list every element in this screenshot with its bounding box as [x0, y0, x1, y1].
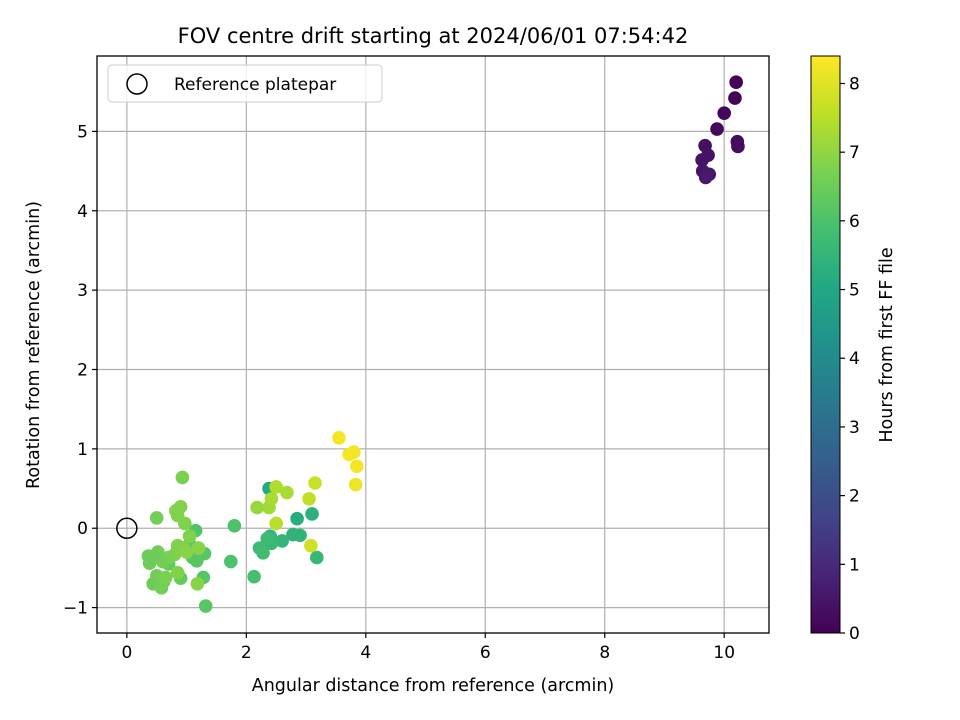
- data-point: [178, 516, 192, 531]
- data-point: [264, 492, 279, 506]
- colorbar-tick-label: 4: [849, 349, 860, 369]
- x-tick-label: 2: [241, 643, 252, 663]
- data-point: [710, 122, 724, 136]
- colorbar-tick-label: 3: [849, 418, 860, 438]
- x-axis-ticks: 0 2 4 6 8 10: [121, 633, 735, 663]
- data-point: [182, 529, 197, 543]
- data-point: [158, 570, 173, 585]
- data-point: [179, 545, 194, 559]
- data-point: [142, 556, 157, 570]
- data-point: [290, 511, 304, 526]
- colorbar-ticks: 0 1 2 3 4 5 6 7 8: [840, 74, 860, 644]
- y-tick-label: 2: [77, 361, 88, 381]
- data-point: [149, 511, 164, 525]
- data-point: [175, 470, 190, 485]
- colorbar-gradient: [810, 55, 841, 634]
- data-point: [275, 534, 289, 548]
- chart-title: FOV centre drift starting at 2024/06/01 …: [178, 24, 689, 48]
- data-point: [717, 106, 731, 120]
- data-point: [250, 500, 264, 515]
- colorbar-tick-label: 6: [849, 212, 860, 232]
- data-point: [224, 554, 238, 569]
- data-point: [269, 480, 284, 494]
- colorbar-tick-label: 5: [849, 281, 860, 301]
- data-point: [269, 516, 284, 531]
- y-tick-label: 3: [77, 281, 88, 301]
- legend-reference-marker: [126, 73, 148, 95]
- data-point: [154, 580, 169, 595]
- legend: Reference platepar: [107, 64, 383, 103]
- data-point: [260, 531, 275, 546]
- data-point: [332, 430, 346, 445]
- data-point: [695, 153, 709, 167]
- data-point: [256, 546, 270, 560]
- legend-label-reference: Reference platepar: [174, 75, 336, 95]
- data-point: [227, 519, 242, 533]
- y-tick-label: 5: [77, 122, 88, 142]
- data-point: [170, 565, 185, 580]
- legend-box: [107, 64, 383, 103]
- colorbar-tick-label: 0: [849, 624, 860, 644]
- colorbar-label: Hours from first FF file: [877, 247, 897, 442]
- grid: [97, 56, 769, 633]
- data-point: [280, 485, 294, 500]
- colorbar-tick-label: 8: [849, 74, 860, 94]
- data-point: [304, 538, 318, 553]
- scatter-points: [141, 75, 745, 613]
- data-point: [190, 576, 205, 591]
- x-tick-label: 10: [713, 643, 735, 663]
- reference-platepar-marker: [116, 517, 138, 539]
- data-point: [310, 550, 324, 565]
- colorbar-tick-label: 1: [849, 555, 860, 575]
- data-point: [348, 477, 363, 492]
- x-tick-label: 0: [121, 643, 132, 663]
- data-point: [247, 569, 261, 584]
- data-point: [731, 139, 745, 154]
- data-point: [308, 476, 322, 490]
- y-tick-label: 0: [77, 519, 88, 539]
- data-point: [347, 445, 361, 459]
- plot-area-frame: [96, 55, 770, 634]
- colorbar: 0 1 2 3 4 5 6 7 8 Hours from first FF file: [810, 55, 897, 644]
- y-axis-label: Rotation from reference (arcmin): [24, 201, 44, 489]
- data-point: [305, 507, 319, 521]
- data-point: [302, 492, 316, 506]
- colorbar-tick-label: 2: [849, 487, 860, 507]
- colorbar-tick-label: 7: [849, 143, 860, 163]
- y-tick-label: −1: [63, 599, 88, 619]
- data-point: [728, 91, 742, 105]
- data-point: [198, 599, 213, 613]
- x-tick-label: 6: [480, 643, 491, 663]
- data-point: [698, 170, 713, 185]
- x-tick-label: 4: [360, 643, 371, 663]
- x-tick-label: 8: [599, 643, 610, 663]
- y-tick-label: 1: [77, 440, 88, 460]
- data-point: [191, 541, 206, 555]
- reference-marker-layer: [116, 517, 138, 539]
- x-axis-label: Angular distance from reference (arcmin): [252, 676, 615, 696]
- data-point: [350, 459, 364, 474]
- data-point: [729, 75, 743, 89]
- y-tick-label: 4: [77, 202, 88, 222]
- data-point: [286, 527, 300, 542]
- data-point: [189, 553, 204, 568]
- y-axis-ticks: −1 0 1 2 3 4 5: [63, 122, 97, 619]
